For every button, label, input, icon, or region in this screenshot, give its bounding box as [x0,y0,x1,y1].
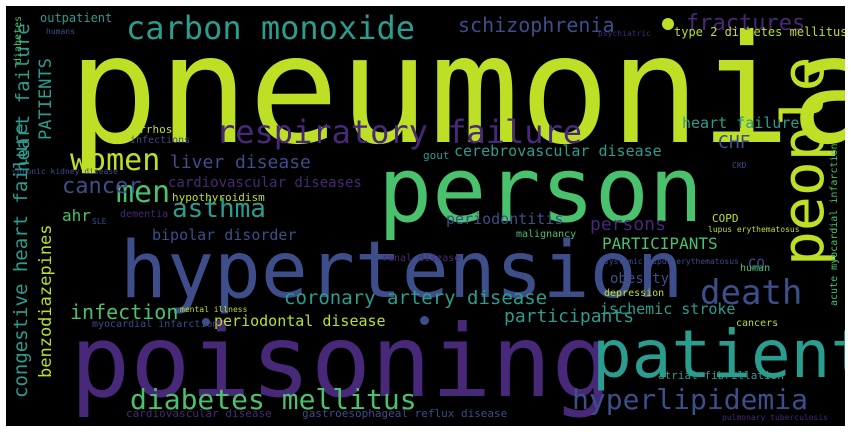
word-schizophrenia: schizophrenia [458,13,615,37]
word-sle: SLE [92,217,107,226]
word-poisoning: poisoning [70,303,612,420]
word-mental-illness: mental illness [180,305,248,314]
word-cardiovascular-diseases: cardiovascular diseases [168,175,362,191]
dot-mark-mid [420,316,429,325]
word-gastroesophageal-reflux-disease: gastroesophageal reflux disease [302,407,508,420]
word-death: death [700,273,803,313]
dot-mark [662,18,674,30]
word-cardiovascular-disease: cardiovascular disease [126,407,272,420]
word-renal-disease: renal disease [382,253,461,264]
word-psychiatric: psychiatric [598,29,651,38]
word-systemic-lupus-erythematosus: systemic lupus erythematosus [604,257,739,266]
word-women: women [70,143,161,178]
word-copd: COPD [712,212,739,225]
word-lupus-erythematosus: lupus erythematosus [708,225,800,234]
word-outpatient: outpatient [40,11,113,25]
word-ischemic-stroke: ischemic stroke [600,300,736,318]
word-cerebrovascular-disease: cerebrovascular disease [454,142,662,160]
word-person: person [378,138,704,243]
word-depression: depression [604,288,665,299]
word-ahr: ahr [62,206,91,225]
word-respiratory-failure: respiratory failure [216,113,583,151]
word-diabetes: diabetes [13,15,24,64]
word-persons: persons [590,214,666,235]
word-type2-diabetes-mellitus: type 2 diabetes mellitus [674,25,845,39]
word-chf: CHF [718,132,751,153]
word-hypothyroidism: hypothyroidism [172,191,265,204]
word-hyperlipidemia: hyperlipidemia [572,383,809,416]
word-men: men [116,175,171,210]
word-people: people [769,56,837,266]
word-coronary-artery-disease: coronary artery disease [284,287,548,309]
word-gout: gout [423,149,450,162]
word-periodontal-disease: periodontal disease [214,312,386,330]
word-diabetes-mellitus: diabetes mellitus [130,383,417,416]
word-pneumonia: pneumonia [68,6,845,178]
word-human: human [740,263,771,274]
word-cancers: cancers [736,318,779,329]
word-obesity: obesity [610,271,670,287]
word-benzodiazepines: benzodiazepines [36,224,56,378]
word-co: CO [748,257,765,273]
word-chronic-kidney-disease: chronic kidney disease [12,167,118,176]
word-dementia: dementia [120,209,169,220]
word-cirrhosis: cirrhosis [126,123,186,136]
word-carbon-monoxide: carbon monoxide [126,9,415,47]
word-humans: humans [46,27,75,36]
word-cancer: cancer [62,174,142,199]
word-periodontitis: periodontitis [446,210,564,228]
word-infections: infections [130,135,191,146]
word-pulmonary-tuberculosis: pulmonary tuberculosis [722,413,828,422]
word-fractures: fractures [686,11,806,36]
word-patients-upper: PATIENTS [36,58,56,140]
word-bipolar-disorder: bipolar disorder [152,226,297,244]
word-ckd: CKD [732,161,747,170]
word-participants-upper: PARTICIPANTS [602,234,718,253]
word-acute-myocardial-infarction: acute myocardial infarction [829,143,840,306]
word-hypertension: hypertension [120,226,684,316]
word-participants: participants [504,306,635,327]
word-atrial-fibrillation: atrial fibrillation [658,369,784,382]
word-malignancy: malignancy [516,229,577,240]
word-heart-failure: heart failure [682,114,800,132]
word-cloud-canvas: pneumonia person hypertension poisoning … [6,6,845,426]
word-asthma: asthma [172,194,266,224]
word-patient: patient [592,316,845,393]
word-infection: infection [70,300,179,324]
word-liver-disease: liver disease [170,152,311,173]
dot-mark-small [202,318,210,326]
word-myocardial-infarction: myocardial infarction [92,319,219,330]
